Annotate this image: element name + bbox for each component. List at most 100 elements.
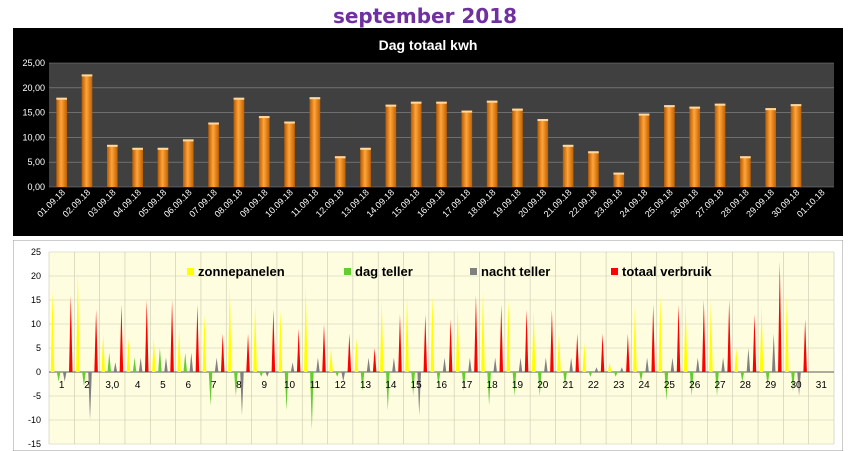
chart2-y-tick-label: -10	[28, 415, 41, 425]
chart1-title: Dag totaal kwh	[379, 37, 478, 53]
total-spike	[69, 295, 73, 372]
page-title: september 2018	[332, 4, 518, 28]
chart2-x-tick-label: 16	[436, 380, 448, 391]
total-spike	[778, 261, 782, 372]
total-spike	[676, 304, 681, 372]
solar-spike	[329, 348, 333, 372]
legend-label: zonnepanelen	[198, 264, 285, 279]
solar-spike	[101, 333, 105, 372]
bar-cap	[588, 151, 599, 154]
day-spike	[537, 372, 542, 396]
bar-cap	[258, 116, 270, 119]
bar-cap	[56, 97, 67, 100]
day-spike	[462, 372, 466, 392]
solar-spike	[481, 290, 485, 372]
solar-spike	[455, 304, 460, 372]
solar-spike	[557, 333, 561, 372]
bar-cap	[714, 103, 726, 106]
bar	[588, 151, 599, 187]
total-spike	[170, 300, 174, 372]
solar-spike	[379, 300, 384, 372]
night-spike	[265, 372, 270, 377]
bar-cap	[664, 105, 675, 108]
bar	[689, 106, 701, 187]
bar-cap	[461, 110, 473, 113]
solar-spike	[126, 338, 131, 372]
bar-cap	[537, 119, 549, 122]
total-spike	[195, 304, 200, 372]
bar-cap	[512, 108, 523, 111]
bar	[284, 121, 295, 187]
total-spike	[474, 295, 478, 372]
bar-cap	[132, 147, 143, 150]
day-spike	[107, 352, 112, 372]
total-spike	[296, 328, 301, 372]
total-spike	[550, 309, 554, 372]
chart2-y-tick-label: 15	[31, 295, 41, 305]
day-spike	[183, 352, 188, 372]
night-spike	[113, 362, 118, 372]
bar-cap	[157, 147, 169, 150]
solar-spike	[202, 314, 207, 372]
solar-spike	[531, 309, 536, 372]
bar	[512, 108, 523, 187]
solar-spike	[658, 295, 663, 372]
total-spike	[144, 300, 149, 372]
solar-spike	[253, 304, 257, 372]
bar	[740, 156, 751, 187]
night-spike	[214, 357, 219, 372]
chart2-x-tick-label: 24	[639, 380, 651, 391]
night-spike	[518, 357, 523, 372]
day-spike	[360, 372, 365, 392]
chart2-y-tick-label: -5	[33, 391, 41, 401]
day-spike	[512, 372, 517, 396]
bar	[132, 147, 143, 187]
bar	[208, 122, 219, 187]
night-spike	[695, 357, 700, 372]
solar-spike	[709, 300, 713, 372]
total-spike	[626, 333, 630, 372]
bar	[309, 97, 321, 187]
bar-cap	[638, 113, 650, 116]
night-spike	[392, 357, 396, 372]
bar	[664, 105, 675, 187]
night-spike	[493, 357, 497, 372]
total-spike	[423, 314, 428, 372]
day-spike	[386, 372, 390, 411]
night-spike	[290, 362, 295, 372]
night-spike	[771, 333, 776, 372]
bar	[461, 110, 473, 187]
bar-cap	[309, 97, 321, 100]
bar-cap	[334, 156, 346, 159]
total-spike	[246, 333, 250, 372]
solar-spike	[430, 295, 435, 372]
chart2-x-tick-label: 8	[236, 380, 242, 391]
bar-cap	[360, 147, 371, 150]
legend-label: dag teller	[355, 264, 413, 279]
bar	[638, 113, 650, 187]
bar-cap	[208, 122, 219, 125]
legend-swatch	[187, 268, 194, 275]
bar-cap	[689, 106, 701, 109]
day-spike	[208, 372, 213, 406]
solar-spike	[152, 338, 156, 372]
chart2-x-tick-label: 9	[261, 380, 267, 391]
solar-spike	[633, 304, 637, 372]
night-spike	[594, 367, 599, 372]
solar-spike	[76, 271, 80, 372]
day-spike	[259, 372, 263, 377]
bar	[562, 144, 574, 187]
total-spike	[499, 304, 504, 372]
chart2-y-tick-label: 10	[31, 319, 41, 329]
solar-spike	[759, 304, 764, 372]
day-spike	[791, 372, 795, 392]
chart2-x-tick-label: 31	[816, 380, 828, 391]
day-spike	[689, 372, 694, 396]
day-spike	[310, 372, 314, 430]
day-spike	[284, 372, 289, 411]
total-spike	[322, 324, 326, 372]
solar-spike	[785, 295, 789, 372]
chart2-y-tick-label: 20	[31, 271, 41, 281]
day-spike	[588, 372, 593, 377]
chart2-x-tick-label: 1	[59, 380, 65, 391]
